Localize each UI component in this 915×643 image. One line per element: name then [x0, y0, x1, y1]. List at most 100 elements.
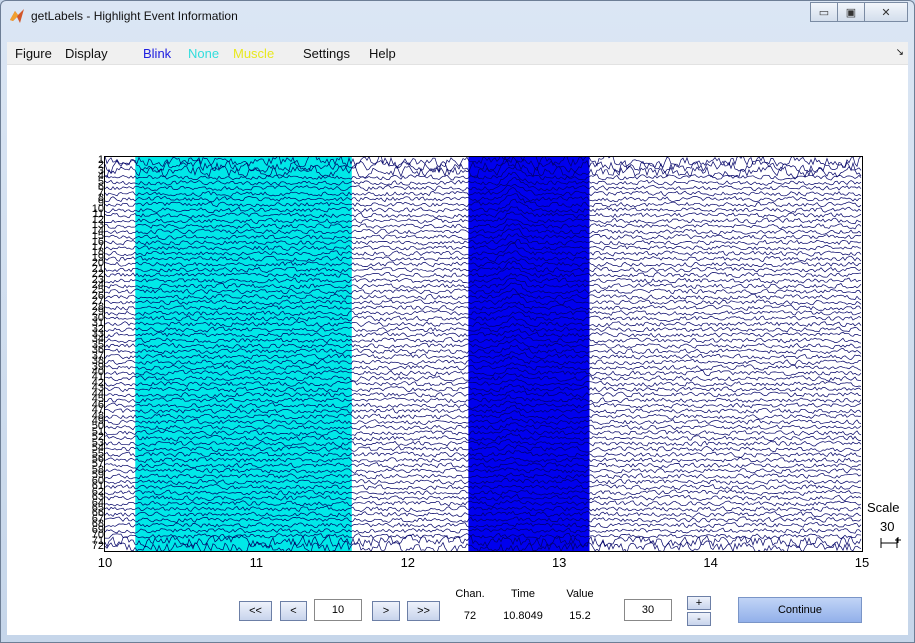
channel-label: 23	[91, 273, 104, 286]
trace-channel-41	[105, 372, 862, 382]
trace-channel-10	[105, 198, 862, 214]
channel-label: 59	[91, 469, 104, 482]
chan-label: Chan.	[455, 588, 485, 600]
trace-channel-49	[105, 416, 862, 425]
channel-label: 25	[91, 284, 104, 297]
trace-channel-54	[105, 444, 862, 453]
channel-label: 70	[91, 529, 104, 542]
channel-label: 10	[91, 202, 104, 215]
scale-input[interactable]: 30	[624, 599, 672, 621]
x-tick-label: 10	[97, 555, 113, 570]
trace-channel-19	[105, 250, 862, 263]
channel-label: 29	[91, 306, 104, 319]
scale-label: Scale	[867, 500, 900, 515]
trace-channel-22	[105, 265, 862, 279]
trace-channel-28	[105, 301, 862, 311]
trace-channel-34	[105, 334, 862, 344]
channel-label: 37	[91, 349, 104, 362]
menu-muscle[interactable]: Muscle	[233, 46, 275, 61]
channel-label: 8	[97, 192, 104, 205]
next-page-button[interactable]: >>	[407, 601, 440, 621]
channel-label: 17	[91, 240, 104, 253]
menu-help[interactable]: Help	[369, 46, 396, 61]
trace-channel-4	[105, 165, 862, 181]
trace-channel-48	[105, 410, 862, 420]
trace-channel-13	[105, 218, 862, 230]
prev-page-button[interactable]: <<	[239, 601, 272, 621]
trace-channel-60	[105, 477, 861, 486]
trace-channel-2	[105, 157, 862, 174]
channel-label: 54	[91, 442, 104, 455]
continue-button[interactable]: Continue	[738, 597, 862, 623]
trace-channel-24	[105, 277, 862, 290]
x-tick-label: 11	[249, 555, 264, 570]
channel-label: 27	[91, 295, 104, 308]
trace-channel-35	[105, 338, 862, 350]
restore-button[interactable]: ▣	[838, 2, 865, 22]
channel-label: 61	[91, 480, 104, 493]
channel-label: 67	[91, 512, 104, 525]
trace-channel-12	[105, 211, 862, 225]
trace-channel-45	[105, 394, 862, 404]
channel-label: 12	[91, 213, 104, 226]
trace-channel-58	[105, 467, 862, 474]
channel-label: 33	[91, 327, 104, 340]
menu-none[interactable]: None	[188, 46, 220, 61]
channel-label: 44	[91, 387, 104, 400]
channel-label: 34	[91, 333, 104, 346]
scale-bar-icon	[880, 537, 901, 548]
trace-channel-66	[105, 510, 862, 518]
channel-label: 45	[91, 393, 104, 406]
x-tick-label: 12	[400, 555, 416, 570]
toolbar-overflow-icon[interactable]: ↘	[895, 47, 904, 58]
channel-label: 11	[92, 208, 104, 221]
eeg-traces	[105, 157, 862, 551]
prev-button[interactable]: <	[280, 601, 307, 621]
value-label: Value	[566, 588, 594, 600]
trace-channel-38	[105, 355, 862, 366]
channel-label: 20	[91, 257, 104, 270]
eeg-plot[interactable]	[104, 156, 863, 552]
scale-value: 30	[880, 519, 895, 534]
minimize-button[interactable]: ▭	[810, 2, 838, 22]
trace-channel-20	[105, 256, 862, 268]
menu-settings[interactable]: Settings	[303, 46, 350, 61]
channel-label: 46	[91, 398, 104, 411]
channel-label: 71	[91, 534, 104, 547]
channel-label: 15	[91, 230, 104, 243]
channel-label: 48	[91, 409, 104, 422]
channel-label: 6	[97, 181, 104, 194]
trace-channel-16	[105, 233, 862, 246]
trace-channel-63	[105, 493, 862, 502]
window-controls: ▭ ▣ ✕	[810, 2, 908, 22]
menu-blink[interactable]: Blink	[143, 46, 172, 61]
close-button[interactable]: ✕	[865, 2, 908, 22]
scale-up-button[interactable]: +	[687, 596, 711, 610]
trace-channel-36	[105, 344, 862, 355]
channel-label: 2	[97, 159, 104, 172]
channel-label: 35	[91, 338, 104, 351]
trace-channel-31	[105, 316, 862, 328]
trace-channel-26	[105, 287, 862, 301]
channel-label: 52	[91, 431, 104, 444]
trace-channel-40	[105, 367, 862, 377]
menu-figure[interactable]: Figure	[15, 46, 52, 61]
trace-channel-71	[105, 534, 862, 549]
channel-label: 9	[97, 197, 104, 210]
trace-channel-25	[105, 282, 862, 295]
menu-bar: Figure Display Blink None Muscle Setting…	[7, 42, 908, 65]
title-bar[interactable]: getLabels - Highlight Event Information …	[1, 1, 914, 29]
menu-display[interactable]: Display	[65, 46, 108, 61]
highlight-blink[interactable]	[468, 157, 590, 551]
channel-label: 58	[91, 463, 104, 476]
channel-label: 55	[91, 447, 104, 460]
channel-label: 26	[91, 289, 104, 302]
channel-label: 69	[91, 523, 104, 536]
scale-down-button[interactable]: -	[687, 612, 711, 626]
window-size-input[interactable]: 10	[314, 599, 362, 621]
trace-channel-61	[105, 484, 862, 491]
trace-channel-44	[105, 389, 862, 398]
next-button[interactable]: >	[372, 601, 400, 621]
trace-channel-18	[105, 243, 862, 257]
channel-label: 64	[91, 496, 104, 509]
